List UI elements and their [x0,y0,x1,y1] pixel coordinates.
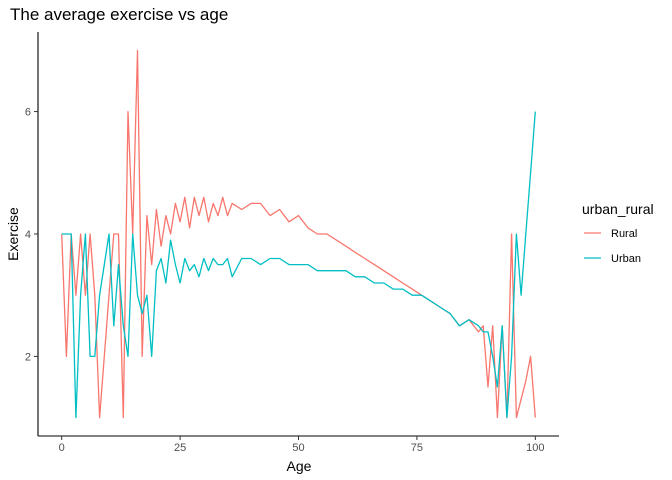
chart-title: The average exercise vs age [10,5,228,24]
legend-title: urban_rural [582,201,654,217]
y-tick-label: 2 [25,351,31,363]
series-lines [61,49,536,419]
legend: urban_rural Rural Urban [582,201,654,265]
legend-label-rural: Rural [611,228,637,240]
legend-label-urban: Urban [611,253,641,265]
x-tick-label: 25 [174,442,186,454]
y-tick-label: 4 [25,229,31,241]
x-tick-label: 50 [292,442,304,454]
series-line-rural [61,49,536,419]
x-tick-label: 0 [59,442,65,454]
x-tick-label: 100 [526,442,544,454]
x-ticks: 0 25 50 75 100 [59,436,544,454]
x-tick-label: 75 [411,442,423,454]
plot-area: 0 25 50 75 100 2 4 6 [25,32,559,454]
x-axis-title: Age [287,458,312,474]
y-tick-label: 6 [25,107,31,119]
series-line-urban [61,111,536,419]
y-axis-title: Exercise [5,207,21,261]
legend-items: Rural Urban [584,228,641,265]
y-ticks: 2 4 6 [25,107,38,363]
